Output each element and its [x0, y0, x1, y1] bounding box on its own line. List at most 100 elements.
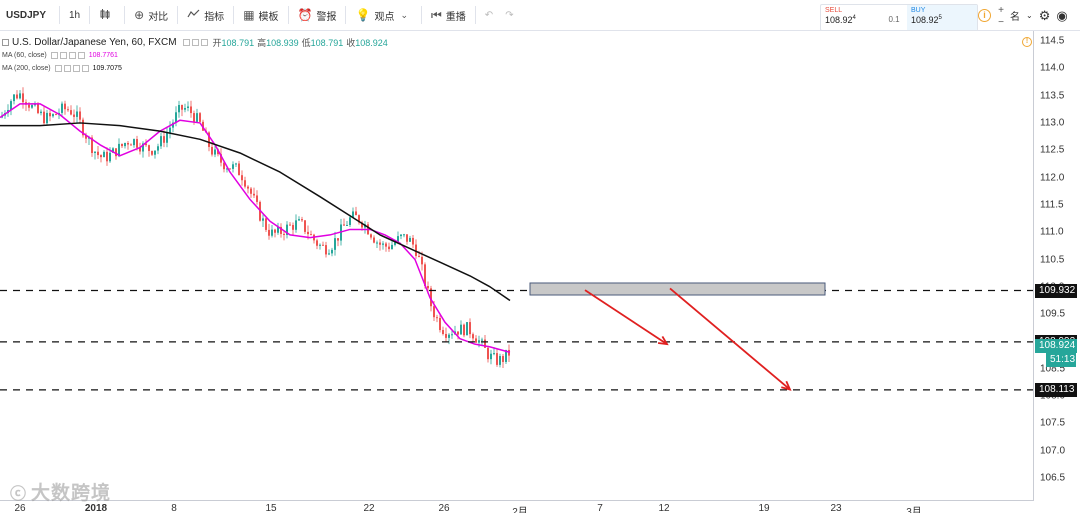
- time-tick-label: 15: [265, 503, 277, 513]
- more-icon[interactable]: [77, 52, 85, 59]
- candle-body: [220, 154, 222, 163]
- candle-body: [460, 324, 462, 335]
- candle-body: [409, 237, 411, 242]
- price-tick-label: 111.0: [1040, 226, 1064, 238]
- toolbar-divider: [345, 6, 347, 24]
- candle-body: [55, 114, 57, 116]
- candle-body: [334, 238, 336, 250]
- ma60-label: MA (60, close): [2, 52, 47, 59]
- moving-average-line: [0, 103, 511, 354]
- candle-body: [385, 243, 387, 247]
- warning-icon[interactable]: !: [1022, 37, 1032, 47]
- layout-name[interactable]: 名: [1010, 12, 1020, 23]
- candle-body: [484, 339, 486, 348]
- indicators-button[interactable]: 指标: [181, 0, 230, 31]
- candle-body: [145, 143, 147, 146]
- alert-button[interactable]: ⏰ 警报: [292, 0, 343, 31]
- candle-body: [430, 288, 432, 307]
- settings-icon[interactable]: [191, 39, 199, 46]
- high-label: 高: [257, 38, 267, 48]
- high-value: 108.939: [266, 37, 299, 48]
- candle-body: [46, 112, 48, 124]
- candle-body: [34, 104, 36, 106]
- replay-button[interactable]: ⏮ 重播: [425, 0, 472, 31]
- time-tick-label: 19: [758, 503, 770, 513]
- legend-ma60-row[interactable]: MA (60, close) 108.7761: [0, 49, 388, 62]
- level-label-low: 108.113: [1035, 382, 1077, 397]
- eye-icon[interactable]: [182, 39, 190, 46]
- sell-price-sup: 4: [852, 15, 856, 21]
- candle-body: [82, 119, 84, 136]
- candle-timer: 51:13: [1046, 352, 1076, 367]
- compare-button[interactable]: ⊕ 对比: [128, 0, 174, 31]
- undo-button[interactable]: ↶: [479, 0, 499, 31]
- candle-body: [391, 244, 393, 250]
- candle-body: [247, 186, 249, 189]
- buy-button[interactable]: BUY 108.925: [907, 5, 977, 30]
- templates-button[interactable]: ▦ 模板: [237, 0, 284, 31]
- redo-button[interactable]: ↷: [499, 0, 519, 31]
- undo-icon: ↶: [484, 9, 494, 21]
- down-arrow-line: [669, 287, 791, 391]
- time-tick-label: 26: [438, 503, 450, 513]
- candle-body: [346, 224, 348, 226]
- toolbar-divider: [124, 6, 126, 24]
- toolbar-divider: [233, 6, 235, 24]
- candle-body: [115, 148, 117, 157]
- more-icon[interactable]: [200, 39, 208, 46]
- chart-style-button[interactable]: [93, 0, 121, 31]
- candle-body: [463, 324, 465, 336]
- alarm-clock-icon: ⏰: [297, 8, 313, 22]
- candle-body: [424, 264, 426, 286]
- ma200-label: MA (200, close): [2, 65, 51, 72]
- compare-label: 对比: [148, 11, 169, 23]
- open-value: 108.791: [221, 37, 255, 48]
- candle-body: [337, 238, 339, 241]
- time-tick-label: 26: [14, 503, 26, 513]
- candle-body: [325, 245, 327, 255]
- candle-body: [436, 317, 438, 319]
- legend-ma200-row[interactable]: MA (200, close) 109.7075: [0, 62, 388, 75]
- toolbar-divider: [420, 6, 422, 24]
- candle-body: [100, 155, 102, 158]
- candle-body: [91, 137, 93, 153]
- candle-body: [217, 149, 219, 155]
- collapse-legend-icon[interactable]: [2, 39, 9, 46]
- symbol-search[interactable]: USDJPY: [6, 9, 47, 21]
- eye-icon[interactable]: [50, 52, 58, 59]
- zoom-out-button[interactable]: −: [998, 17, 1004, 28]
- time-tick-label: 2018: [84, 503, 108, 513]
- camera-icon[interactable]: ◉: [1056, 7, 1068, 23]
- candle-body: [439, 317, 441, 331]
- time-tick-label: 7: [597, 503, 603, 513]
- candle-body: [451, 334, 453, 336]
- chevron-down-icon[interactable]: ⌄: [1026, 11, 1033, 20]
- settings-icon[interactable]: [63, 65, 71, 72]
- candle-body: [379, 242, 381, 245]
- ideas-button[interactable]: 💡 观点 ⌄: [349, 0, 418, 31]
- candle-body: [493, 353, 495, 355]
- candle-body: [286, 224, 288, 235]
- settings-icon[interactable]: [59, 52, 67, 59]
- more-icon[interactable]: [81, 65, 89, 72]
- price-tick-label: 110.5: [1040, 254, 1065, 265]
- interval-button[interactable]: 1h: [69, 9, 81, 21]
- candle-body: [163, 136, 165, 143]
- candle-body: [490, 353, 492, 360]
- gear-icon[interactable]: ⚙: [1038, 7, 1051, 23]
- close-icon[interactable]: [72, 65, 80, 72]
- candle-body: [265, 218, 267, 230]
- info-icon[interactable]: i: [978, 9, 991, 22]
- price-tick-label: 107.0: [1040, 445, 1066, 457]
- sell-button[interactable]: SELL 108.924: [821, 5, 881, 30]
- zoom-in-button[interactable]: +: [998, 5, 1004, 16]
- candle-body: [208, 132, 210, 147]
- close-icon[interactable]: [68, 52, 76, 59]
- price-chart[interactable]: [0, 31, 1034, 500]
- indicators-label: 指标: [204, 11, 225, 23]
- candle-body: [52, 114, 54, 117]
- candle-body: [268, 229, 270, 236]
- candle-body: [304, 220, 306, 232]
- eye-icon[interactable]: [54, 65, 62, 72]
- candle-body: [250, 188, 252, 194]
